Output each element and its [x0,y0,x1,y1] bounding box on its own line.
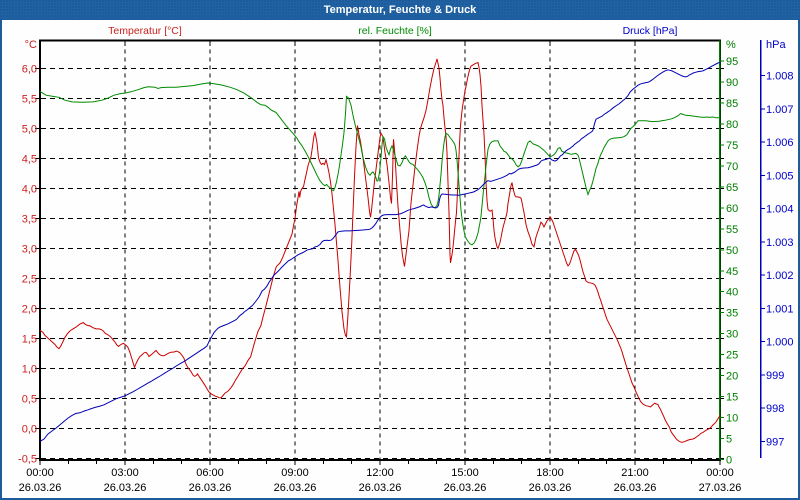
svg-text:85: 85 [726,98,738,110]
svg-text:4,5: 4,5 [22,154,37,166]
svg-text:26.03.26: 26.03.26 [529,482,572,494]
svg-text:21:00: 21:00 [621,467,649,479]
svg-text:12:00: 12:00 [366,467,394,479]
svg-text:1.001: 1.001 [766,303,794,315]
svg-text:0: 0 [726,454,732,466]
svg-text:997: 997 [766,436,784,448]
svg-text:06:00: 06:00 [196,467,224,479]
svg-text:25: 25 [726,350,738,362]
svg-text:4,0: 4,0 [22,184,37,196]
svg-text:20: 20 [726,371,738,383]
svg-text:1.004: 1.004 [766,204,794,216]
svg-text:1,5: 1,5 [22,334,37,346]
svg-text:1.003: 1.003 [766,237,794,249]
svg-text:Druck [hPa]: Druck [hPa] [623,25,678,37]
svg-text:09:00: 09:00 [281,467,309,479]
svg-text:26.03.26: 26.03.26 [104,482,147,494]
svg-text:hPa: hPa [766,39,786,51]
svg-text:1.006: 1.006 [766,137,794,149]
svg-text:10: 10 [726,412,738,424]
svg-text:90: 90 [726,77,738,89]
svg-text:80: 80 [726,119,738,131]
svg-text:rel. Feuchte [%]: rel. Feuchte [%] [358,25,432,37]
svg-text:03:00: 03:00 [111,467,139,479]
svg-text:27.03.26: 27.03.26 [699,482,742,494]
svg-text:35: 35 [726,308,738,320]
svg-text:30: 30 [726,329,738,341]
svg-text:45: 45 [726,266,738,278]
svg-text:1.005: 1.005 [766,170,794,182]
svg-text:998: 998 [766,403,784,415]
svg-text:95: 95 [726,56,738,68]
svg-text:5: 5 [726,433,732,445]
svg-text:1.007: 1.007 [766,104,794,116]
svg-text:26.03.26: 26.03.26 [19,482,62,494]
svg-text:2,0: 2,0 [22,304,37,316]
svg-text:%: % [726,39,736,51]
svg-text:0,0: 0,0 [22,424,37,436]
svg-text:26.03.26: 26.03.26 [444,482,487,494]
svg-text:15:00: 15:00 [451,467,479,479]
svg-text:55: 55 [726,224,738,236]
svg-text:26.03.26: 26.03.26 [189,482,232,494]
svg-text:2,5: 2,5 [22,274,37,286]
svg-text:999: 999 [766,370,784,382]
svg-text:1.000: 1.000 [766,337,794,349]
svg-text:65: 65 [726,182,738,194]
svg-text:6,0: 6,0 [22,64,37,76]
svg-text:00:00: 00:00 [26,467,54,479]
svg-text:1,0: 1,0 [22,364,37,376]
svg-text:1.002: 1.002 [766,270,794,282]
svg-text:°C: °C [25,39,37,51]
svg-text:26.03.26: 26.03.26 [614,482,657,494]
svg-text:Temperatur [°C]: Temperatur [°C] [108,25,182,37]
svg-text:5,5: 5,5 [22,94,37,106]
svg-text:50: 50 [726,245,738,257]
svg-text:5,0: 5,0 [22,124,37,136]
svg-text:26.03.26: 26.03.26 [359,482,402,494]
svg-text:18:00: 18:00 [536,467,564,479]
svg-text:1.008: 1.008 [766,71,794,83]
svg-text:-0,5: -0,5 [18,454,37,466]
svg-text:75: 75 [726,140,738,152]
svg-text:15: 15 [726,391,738,403]
svg-text:40: 40 [726,287,738,299]
svg-text:3,0: 3,0 [22,244,37,256]
svg-text:60: 60 [726,203,738,215]
svg-text:3,5: 3,5 [22,214,37,226]
svg-text:26.03.26: 26.03.26 [274,482,317,494]
svg-text:0,5: 0,5 [22,394,37,406]
svg-text:70: 70 [726,161,738,173]
svg-text:00:00: 00:00 [706,467,734,479]
